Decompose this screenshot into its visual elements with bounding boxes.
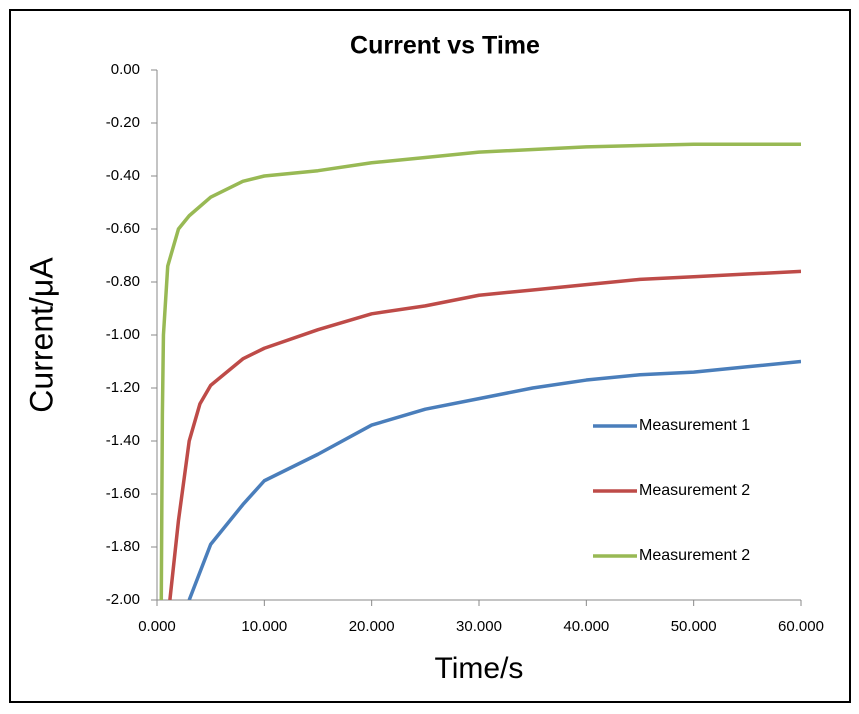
legend-label: Measurement 1: [639, 417, 750, 434]
y-tick-label: -0.40: [106, 167, 140, 184]
y-tick-label: 0.00: [111, 61, 140, 78]
y-tick-label: -1.60: [106, 485, 140, 502]
x-tick-label: 60.000: [778, 618, 824, 635]
chart-frame: [9, 9, 851, 703]
chart-title: Current vs Time: [350, 32, 540, 60]
legend-label: Measurement 2: [639, 482, 750, 499]
y-axis-label: Current/μA: [23, 257, 59, 413]
x-axis-label: Time/s: [435, 652, 524, 685]
x-tick-label: 30.000: [456, 618, 502, 635]
y-tick-label: -0.80: [106, 273, 140, 290]
y-tick-label: -0.60: [106, 220, 140, 237]
y-tick-label: -1.80: [106, 538, 140, 555]
y-tick-label: -2.00: [106, 591, 140, 608]
data-line: [168, 269, 801, 600]
x-tick-label: 40.000: [563, 618, 609, 635]
data-line: [187, 359, 801, 600]
y-tick-label: -0.20: [106, 114, 140, 131]
x-tick-label: 0.000: [138, 618, 176, 635]
y-tick-label: -1.20: [106, 379, 140, 396]
x-tick-label: 50.000: [671, 618, 717, 635]
y-tick-label: -1.00: [106, 326, 140, 343]
x-tick-label: 10.000: [241, 618, 287, 635]
y-tick-label: -1.40: [106, 432, 140, 449]
x-tick-label: 20.000: [349, 618, 395, 635]
data-line: [159, 142, 801, 600]
legend-label: Measurement 2: [639, 547, 750, 564]
